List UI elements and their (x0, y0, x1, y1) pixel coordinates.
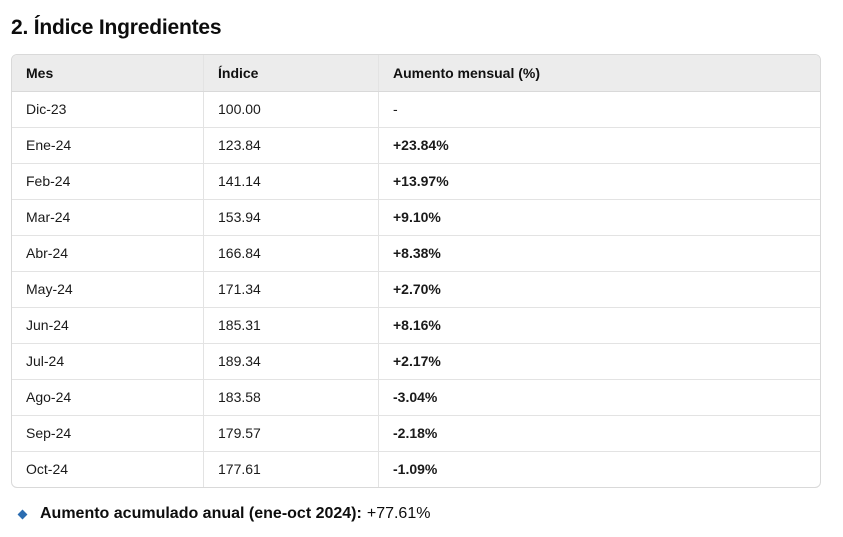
cell-change: +9.10% (378, 198, 820, 235)
table-body: Dic-23 100.00 - Ene-24 123.84 +23.84% Fe… (12, 91, 820, 487)
cell-change: -2.18% (378, 414, 820, 451)
cell-index: 177.61 (203, 450, 379, 487)
cell-month: Oct-24 (12, 450, 204, 487)
cell-index: 179.57 (203, 414, 379, 451)
table-row: Ago-24 183.58 -3.04% (12, 378, 820, 415)
cell-change: +2.17% (378, 342, 820, 379)
cell-month: Sep-24 (12, 414, 204, 451)
table-row: Jun-24 185.31 +8.16% (12, 306, 820, 343)
cell-index: 123.84 (203, 126, 379, 163)
cell-change: +13.97% (378, 162, 820, 199)
table-row: Mar-24 153.94 +9.10% (12, 198, 820, 235)
table-row: Feb-24 141.14 +13.97% (12, 162, 820, 199)
section-title: 2. Índice Ingredientes (11, 16, 222, 39)
index-table-container: Mes Índice Aumento mensual (%) Dic-23 10… (11, 54, 821, 488)
cell-month: Ago-24 (12, 378, 204, 415)
cell-change: +8.16% (378, 306, 820, 343)
cell-month: Dic-23 (26, 101, 67, 117)
header-indice: Índice (203, 55, 379, 92)
table-row: Jul-24 189.34 +2.17% (12, 342, 820, 379)
summary-value: +77.61% (366, 505, 431, 522)
cell-month: Jun-24 (12, 306, 204, 343)
summary-label: Aumento acumulado anual (ene-oct 2024): (40, 505, 362, 522)
index-table: Mes Índice Aumento mensual (%) Dic-23 10… (12, 55, 820, 487)
cell-index: 185.31 (203, 306, 379, 343)
cell-change: +2.70% (378, 270, 820, 307)
cell-change: - (378, 91, 820, 127)
header-mes: Mes (12, 55, 204, 92)
cell-month: May-24 (12, 270, 204, 307)
table-row: Abr-24 166.84 +8.38% (12, 234, 820, 271)
table-row: May-24 171.34 +2.70% (12, 270, 820, 307)
table-row: Ene-24 123.84 +23.84% (12, 126, 820, 163)
cell-month: Jul-24 (12, 342, 204, 379)
cell-change: +8.38% (378, 234, 820, 271)
cell-index: 141.14 (203, 162, 379, 199)
cell-index: 153.94 (203, 198, 379, 235)
cell-index: 189.34 (203, 342, 379, 379)
cell-index: 166.84 (203, 234, 379, 271)
cell-month: Ene-24 (12, 126, 204, 163)
table-header: Mes Índice Aumento mensual (%) (12, 55, 820, 92)
table-row: Oct-24 177.61 -1.09% (12, 450, 820, 487)
cell-index: 171.34 (203, 270, 379, 307)
table-row: Dic-23 100.00 - (12, 91, 820, 127)
cell-change: +23.84% (378, 126, 820, 163)
header-row: Mes Índice Aumento mensual (%) (12, 55, 820, 92)
diamond-icon (17, 509, 28, 519)
cell-index: 100.00 (203, 91, 379, 127)
table-row: Sep-24 179.57 -2.18% (12, 414, 820, 451)
cell-month: Feb-24 (12, 162, 204, 199)
cell-month: Abr-24 (12, 234, 204, 271)
header-aumento-mensual: Aumento mensual (%) (378, 55, 820, 92)
cell-index: 183.58 (203, 378, 379, 415)
cell-month: Mar-24 (12, 198, 204, 235)
cell-change: -1.09% (378, 450, 820, 487)
summary-bullet-item: Aumento acumulado anual (ene-oct 2024): … (17, 502, 430, 526)
cell-change: -3.04% (378, 378, 820, 415)
